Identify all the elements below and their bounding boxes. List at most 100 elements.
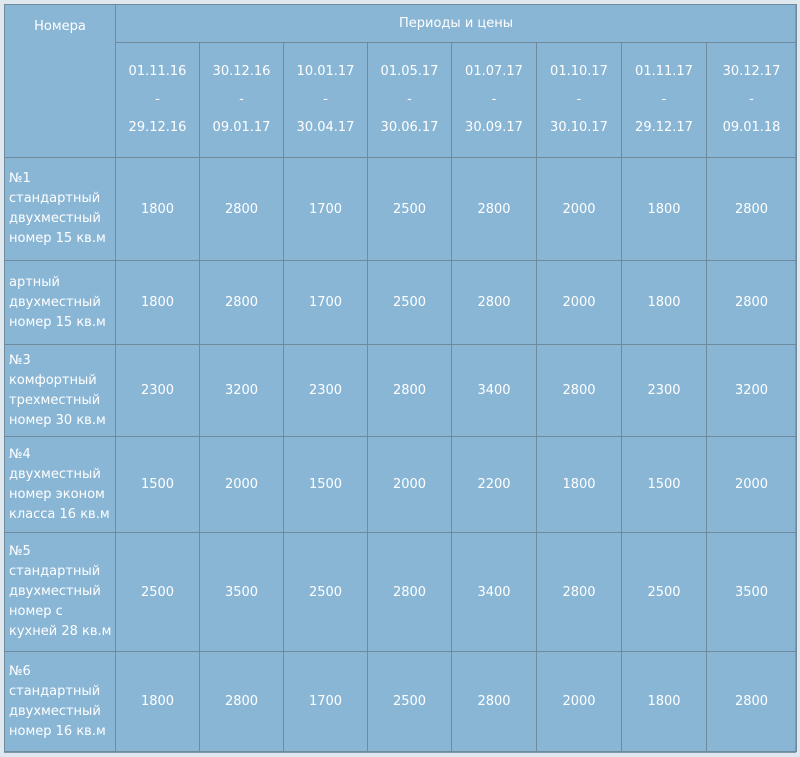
price-cell: 1700 (283, 260, 368, 345)
price-cell: 2800 (536, 532, 622, 652)
period-from: 30.12.17 (722, 64, 781, 79)
room-name-line: номер с (9, 604, 63, 619)
period-sep: - (749, 92, 754, 107)
table-row: №6 стандартный двухместный номер 16 кв.м 180… (4, 651, 798, 752)
price-cell: 2000 (705, 436, 798, 533)
period-from: 30.12.16 (212, 64, 271, 79)
room-name-line: стандартный (9, 191, 101, 206)
price-cell: 2800 (536, 344, 622, 437)
price-cell: 1800 (621, 651, 707, 752)
period-sep: - (155, 92, 160, 107)
price-cell: 2500 (115, 532, 200, 652)
price-cell: 1700 (283, 157, 368, 261)
period-to: 09.01.17 (212, 120, 271, 135)
period-sep: - (661, 92, 667, 107)
period-to: 29.12.17 (635, 120, 693, 135)
table-row: артный двухместный номер 15 кв.м 1800 2800 17… (4, 260, 798, 345)
price-cell: 3500 (705, 532, 798, 652)
period-from: 01.07.17 (465, 64, 523, 79)
room-name-line: номер 15 кв.м (9, 231, 106, 246)
period-sep: - (491, 92, 497, 107)
period-to: 29.12.16 (128, 120, 187, 135)
price-cell: 2800 (451, 651, 537, 752)
room-name-line: двухместный (9, 211, 101, 226)
price-cell: 1800 (115, 260, 200, 345)
period-from: 01.10.17 (550, 64, 608, 79)
price-cell: 3400 (451, 344, 537, 437)
room-name-cell: №4 двухместный номер эконом класса 16 кв.м (4, 436, 116, 533)
room-name-line: класса 16 кв.м (9, 506, 110, 522)
price-cell: 2000 (199, 436, 284, 533)
period-header-2: 30.12.16 - 09.01.17 (199, 42, 284, 158)
room-name-line: стандартный (9, 564, 101, 579)
period-header-6: 01.10.17 - 30.10.17 (536, 42, 622, 158)
period-to: 30.09.17 (465, 120, 523, 135)
room-name-line: номер 30 кв.м (9, 412, 106, 428)
price-cell: 2800 (367, 532, 452, 652)
period-from: 01.05.17 (380, 64, 439, 79)
table-row: №5 стандартный двухместный номер с кухней 28… (4, 532, 798, 652)
price-table: Номера Периоды и цены 01.11.16 - 29.12.16 3… (4, 4, 798, 752)
period-sep: - (239, 92, 244, 107)
price-cell: 3200 (705, 344, 798, 437)
room-name-cell: №5 стандартный двухместный номер с кухней 28… (4, 532, 116, 652)
room-name-line: №5 (9, 544, 31, 559)
price-cell: 2200 (451, 436, 537, 533)
rooms-column-header: Номера (4, 4, 116, 158)
period-header-5: 01.07.17 - 30.09.17 (451, 42, 537, 158)
price-cell: 2500 (367, 157, 452, 261)
period-from: 01.11.17 (635, 64, 693, 79)
room-name-cell: №3 комфортный трехместный номер 30 кв.м (4, 344, 116, 437)
price-cell: 1800 (115, 157, 200, 261)
price-cell: 2500 (367, 260, 452, 345)
room-name-line: номер 15 кв.м (9, 314, 106, 330)
period-header-8: 30.12.17 - 09.01.18 (705, 42, 798, 158)
price-cell: 2300 (621, 344, 707, 437)
price-cell: 2800 (705, 157, 798, 261)
room-name-line: номер 16 кв.м (9, 723, 106, 739)
period-dates-row: 01.11.16 - 29.12.16 30.12.16 - 09.01.17 10.01.… (5, 42, 798, 158)
price-cell: 2300 (115, 344, 200, 437)
table-row: №3 комфортный трехместный номер 30 кв.м 2300… (4, 344, 798, 437)
room-name-line: двухместный (9, 584, 101, 599)
period-sep: - (407, 92, 412, 107)
price-cell: 2800 (451, 260, 537, 345)
price-cell: 1500 (115, 436, 200, 533)
room-name-line: №4 (9, 446, 31, 462)
room-name-line: артный (9, 274, 61, 290)
price-cell: 3200 (199, 344, 284, 437)
price-cell: 2000 (536, 157, 622, 261)
period-sep: - (576, 92, 582, 107)
period-sep: - (323, 92, 328, 107)
price-cell: 2800 (199, 260, 284, 345)
price-cell: 2000 (536, 260, 622, 345)
room-name-cell: №1 стандартный двухместный номер 15 кв.м (4, 157, 116, 261)
room-name-line: №1 (9, 171, 31, 186)
room-name-line: комфортный (9, 372, 97, 388)
price-cell: 2800 (451, 157, 537, 261)
room-name-line: двухместный (9, 294, 101, 310)
price-cell: 1800 (621, 157, 707, 261)
price-cell: 1700 (283, 651, 368, 752)
price-cell: 2500 (283, 532, 368, 652)
period-from: 10.01.17 (296, 64, 355, 79)
room-name-cell: артный двухместный номер 15 кв.м (4, 260, 116, 345)
price-cell: 1800 (115, 651, 200, 752)
period-to: 30.10.17 (550, 120, 608, 135)
room-name-line: №3 (9, 352, 31, 368)
period-to: 09.01.18 (722, 120, 781, 135)
room-name-line: стандартный (9, 683, 101, 699)
price-cell: 2800 (367, 344, 452, 437)
price-cell: 2800 (199, 651, 284, 752)
price-cell: 1500 (621, 436, 707, 533)
price-cell: 2500 (367, 651, 452, 752)
price-cell: 1800 (536, 436, 622, 533)
room-name-line: №6 (9, 663, 31, 679)
period-from: 01.11.16 (128, 64, 187, 79)
price-cell: 3400 (451, 532, 537, 652)
period-header-3: 10.01.17 - 30.04.17 (283, 42, 368, 158)
period-header-7: 01.11.17 - 29.12.17 (621, 42, 707, 158)
room-name-cell: №6 стандартный двухместный номер 16 кв.м (4, 651, 116, 752)
table-row: №1 стандартный двухместный номер 15 кв.м 180… (4, 157, 798, 261)
price-cell: 1500 (283, 436, 368, 533)
